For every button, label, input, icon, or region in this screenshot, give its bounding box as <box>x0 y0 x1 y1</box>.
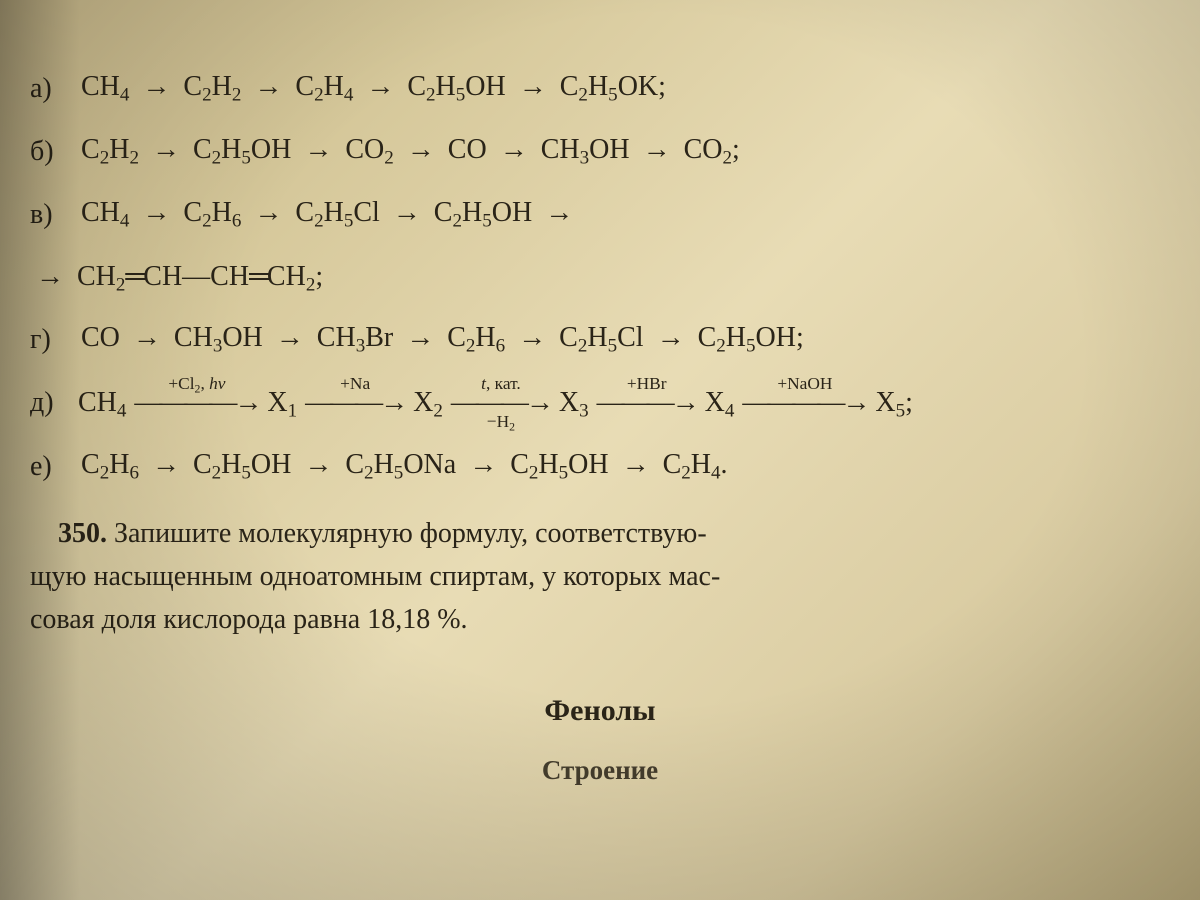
chem: CH4 <box>81 71 129 102</box>
arrow-icon: → <box>518 311 546 364</box>
chem: C2H5OH <box>407 71 505 102</box>
arrow-icon: → <box>622 438 650 491</box>
arrow-icon: → <box>519 60 547 113</box>
chem: C2H2 <box>81 134 139 165</box>
chem: X3 <box>555 376 593 429</box>
equation-d: д) CH4 +Cl2, hν ————→ X1 +Na ———→ X2 t, … <box>30 374 1170 431</box>
chem: C2H5OK; <box>560 71 666 102</box>
problem-text-1: Запишите молекулярную формулу, соответст… <box>114 518 707 549</box>
equation-e: е) C2H6 → C2H5OH → C2H5ONa → C2H5OH → C2… <box>30 438 1170 493</box>
problem-text-2: щую насыщенным одноатомным спиртам, у ко… <box>30 561 720 592</box>
chem: CH3Br <box>317 322 393 353</box>
condition-bot <box>353 413 357 430</box>
chem: X2 <box>409 376 447 429</box>
condition-arrow: +Cl2, hν ————→ <box>134 375 259 431</box>
equation-v-cont: → CH2═CH—CH═CH2; <box>30 250 1170 303</box>
chem: C2H5Cl <box>295 197 379 228</box>
chem: C2H6 <box>447 322 505 353</box>
condition-arrow: +Na ———→ <box>305 375 405 431</box>
equation-b: б) C2H2 → C2H5OH → CO2 → CO → CH3OH → CO… <box>30 123 1170 178</box>
condition-arrow: t, кат. ———→ −H2 <box>451 375 551 431</box>
textbook-page: а) CH4 → C2H2 → C2H4 → C2H5OH → C2H5OK; … <box>0 0 1200 836</box>
arrow-icon: → <box>657 311 685 364</box>
label-a: а) <box>30 62 74 115</box>
chem: C2H5OH; <box>698 322 804 353</box>
chem: C2H5Cl <box>559 322 643 353</box>
chem: C2H6 <box>81 449 139 480</box>
chem: CH3OH <box>174 322 263 353</box>
label-b: б) <box>30 125 74 178</box>
arrow-icon: → <box>254 60 282 113</box>
chem: CH3OH <box>541 134 630 165</box>
problem-text-3: совая доля кислорода равна 18,18 %. <box>30 604 468 635</box>
chem: CH4 <box>81 197 129 228</box>
problem-350: 350. Запишите молекулярную формулу, соот… <box>30 512 1170 642</box>
arrow-icon: → <box>276 311 304 364</box>
arrow-icon: → <box>152 438 180 491</box>
arrow-icon: → <box>36 250 64 303</box>
arrow-icon: → <box>469 438 497 491</box>
arrow-icon: → <box>304 438 332 491</box>
arrow-icon: → <box>366 60 394 113</box>
arrow-icon: → <box>152 123 180 176</box>
arrow-icon: → <box>406 311 434 364</box>
arrow-icon: → <box>643 123 671 176</box>
arrow-icon: → <box>500 123 528 176</box>
chem: C2H6 <box>183 197 241 228</box>
arrow-icon: → <box>393 186 421 239</box>
chem: C2H2 <box>183 71 241 102</box>
chem-butadiene: CH2═CH—CH═CH2; <box>77 261 323 292</box>
chem: C2H5OH <box>510 449 608 480</box>
chem: X5; <box>871 376 917 429</box>
condition-arrow: +NaOH ————→ <box>742 375 867 431</box>
chem: C2H5OH <box>434 197 532 228</box>
chem: C2H5ONa <box>345 449 456 480</box>
condition-bot <box>195 413 199 430</box>
label-v: в) <box>30 188 74 241</box>
chem: CH4 <box>74 376 130 429</box>
arrow-icon: → <box>545 186 573 239</box>
section-heading: Фенолы <box>30 682 1170 739</box>
arrow-icon: → <box>142 60 170 113</box>
chem: C2H5OH <box>193 449 291 480</box>
chem: CO2 <box>345 134 393 165</box>
section-subheading: Строение <box>30 745 1170 796</box>
chem: X4 <box>701 376 739 429</box>
equation-v: в) CH4 → C2H6 → C2H5Cl → C2H5OH → <box>30 186 1170 241</box>
chem: X1 <box>263 376 301 429</box>
chem: C2H4. <box>663 449 728 480</box>
condition-bot <box>645 413 649 430</box>
arrow-icon: → <box>304 123 332 176</box>
arrow-icon: → <box>133 311 161 364</box>
chem: C2H5OH <box>193 134 291 165</box>
condition-arrow: +HBr ———→ <box>597 375 697 431</box>
problem-number: 350. <box>58 518 107 549</box>
condition-bot: −H2 <box>487 413 515 430</box>
arrow-icon: → <box>142 186 170 239</box>
label-e: е) <box>30 440 74 493</box>
chem: CO2; <box>684 134 740 165</box>
label-d: д) <box>30 376 74 429</box>
chem: CO <box>448 134 487 165</box>
equation-g: г) CO → CH3OH → CH3Br → C2H6 → C2H5Cl → … <box>30 311 1170 366</box>
condition-bot <box>803 413 807 430</box>
chem: CO <box>81 322 120 353</box>
arrow-icon: → <box>254 186 282 239</box>
chem: C2H4 <box>295 71 353 102</box>
label-g: г) <box>30 313 74 366</box>
equation-a: а) CH4 → C2H2 → C2H4 → C2H5OH → C2H5OK; <box>30 60 1170 115</box>
arrow-icon: → <box>407 123 435 176</box>
